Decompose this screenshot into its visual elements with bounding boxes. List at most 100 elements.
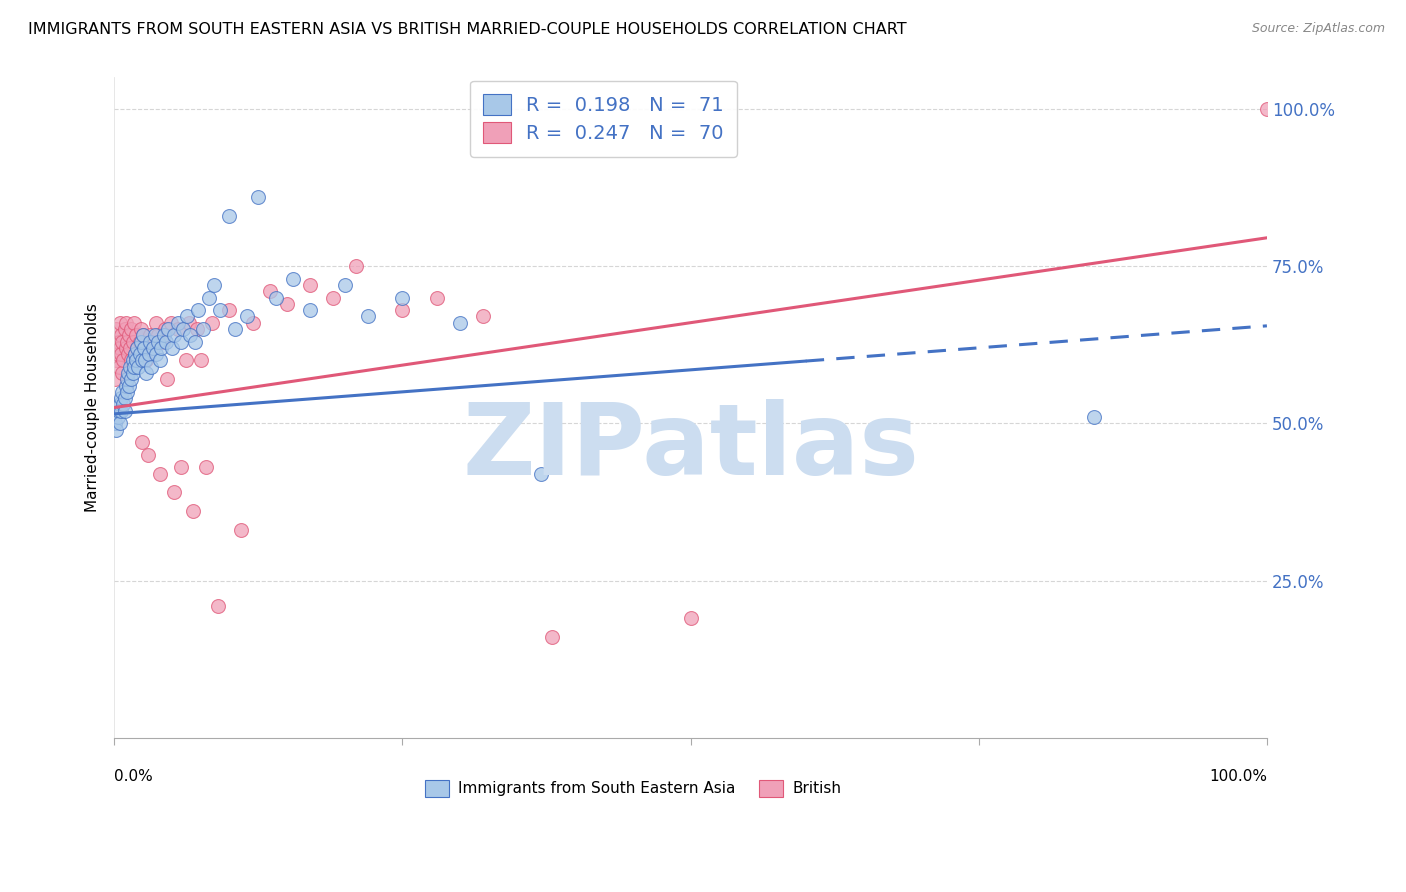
Point [114,378,136,392]
Point [679,611,702,625]
Point [134,341,156,355]
Point [125,353,148,368]
Point [143,328,166,343]
Point [129,322,152,336]
Point [108,316,131,330]
Point [191,322,214,336]
Point [174,353,197,368]
Point [149,353,172,368]
Point [333,277,356,292]
Point [134,341,156,355]
Point [170,334,193,349]
Point [186,322,208,336]
Point [122,359,145,374]
Point [207,599,229,613]
Point [111,366,134,380]
Point [235,310,257,324]
Point [138,347,160,361]
Point [134,353,156,368]
Point [160,341,183,355]
Point [259,285,281,299]
Point [121,372,143,386]
Point [146,328,169,343]
Point [145,347,167,361]
Y-axis label: Married-couple Households: Married-couple Households [86,303,100,512]
Point [218,303,240,318]
Point [110,403,132,417]
Point [128,347,150,361]
Point [190,353,212,368]
Point [391,303,413,318]
Point [104,417,127,431]
Point [170,460,193,475]
Point [108,341,131,355]
Point [105,353,128,368]
Point [187,303,209,318]
Point [111,384,134,399]
Point [139,341,162,355]
Point [281,271,304,285]
Point [179,328,201,343]
Point [139,328,162,343]
Point [156,372,179,386]
Point [110,347,132,361]
Point [139,334,162,349]
Point [132,328,155,343]
Point [124,347,146,361]
Point [112,397,135,411]
Point [124,347,146,361]
Legend: Immigrants from South Eastern Asia, British: Immigrants from South Eastern Asia, Brit… [419,774,848,803]
Point [184,334,207,349]
Point [112,353,135,368]
Point [121,366,143,380]
Point [105,322,128,336]
Point [247,190,270,204]
Point [107,410,129,425]
Text: IMMIGRANTS FROM SOUTH EASTERN ASIA VS BRITISH MARRIED-COUPLE HOUSEHOLDS CORRELAT: IMMIGRANTS FROM SOUTH EASTERN ASIA VS BR… [28,22,907,37]
Point [135,353,157,368]
Point [152,328,174,343]
Point [115,334,138,349]
Point [129,334,152,349]
Point [107,347,129,361]
Point [122,316,145,330]
Point [149,467,172,481]
Point [108,417,131,431]
Text: Source: ZipAtlas.com: Source: ZipAtlas.com [1251,22,1385,36]
Point [472,310,495,324]
Point [1256,102,1278,116]
Point [541,630,564,644]
Point [108,397,131,411]
Point [111,334,134,349]
Point [118,328,141,343]
Point [128,334,150,349]
Point [114,316,136,330]
Point [115,384,138,399]
Point [127,359,149,374]
Point [121,353,143,368]
Point [105,423,128,437]
Point [163,328,186,343]
Point [426,291,449,305]
Point [121,322,143,336]
Point [150,341,173,355]
Point [127,353,149,368]
Point [121,334,143,349]
Point [114,322,136,336]
Point [530,467,553,481]
Point [107,403,129,417]
Point [118,378,141,392]
Point [218,209,240,223]
Point [142,334,165,349]
Point [195,460,218,475]
Point [117,347,139,361]
Point [152,334,174,349]
Point [155,334,177,349]
Point [172,322,194,336]
Point [242,316,264,330]
Point [121,353,143,368]
Point [176,310,198,324]
Point [104,372,127,386]
Point [299,277,322,292]
Point [1083,410,1105,425]
